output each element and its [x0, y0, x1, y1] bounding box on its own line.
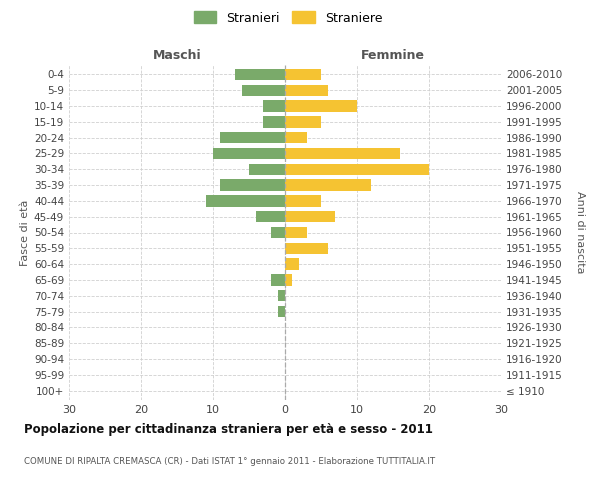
- Bar: [285, 100, 357, 112]
- Bar: [220, 180, 285, 191]
- Bar: [263, 100, 285, 112]
- Bar: [285, 69, 321, 80]
- Bar: [213, 148, 285, 159]
- Bar: [285, 132, 307, 143]
- Bar: [278, 290, 285, 302]
- Bar: [285, 195, 321, 206]
- Bar: [285, 211, 335, 222]
- Bar: [285, 84, 328, 96]
- Text: Popolazione per cittadinanza straniera per età e sesso - 2011: Popolazione per cittadinanza straniera p…: [24, 422, 433, 436]
- Bar: [285, 227, 307, 238]
- Bar: [285, 242, 328, 254]
- Bar: [220, 132, 285, 143]
- Bar: [263, 116, 285, 128]
- Bar: [285, 258, 299, 270]
- Bar: [249, 164, 285, 175]
- Y-axis label: Anni di nascita: Anni di nascita: [575, 191, 585, 274]
- Bar: [256, 211, 285, 222]
- Bar: [242, 84, 285, 96]
- Bar: [285, 148, 400, 159]
- Bar: [285, 116, 321, 128]
- Text: Maschi: Maschi: [152, 50, 202, 62]
- Y-axis label: Fasce di età: Fasce di età: [20, 200, 30, 266]
- Bar: [278, 306, 285, 317]
- Bar: [285, 274, 292, 285]
- Text: COMUNE DI RIPALTA CREMASCA (CR) - Dati ISTAT 1° gennaio 2011 - Elaborazione TUTT: COMUNE DI RIPALTA CREMASCA (CR) - Dati I…: [24, 458, 435, 466]
- Bar: [271, 274, 285, 285]
- Legend: Stranieri, Straniere: Stranieri, Straniere: [189, 6, 387, 30]
- Bar: [285, 164, 429, 175]
- Bar: [206, 195, 285, 206]
- Bar: [235, 69, 285, 80]
- Bar: [271, 227, 285, 238]
- Bar: [285, 180, 371, 191]
- Text: Femmine: Femmine: [361, 50, 425, 62]
